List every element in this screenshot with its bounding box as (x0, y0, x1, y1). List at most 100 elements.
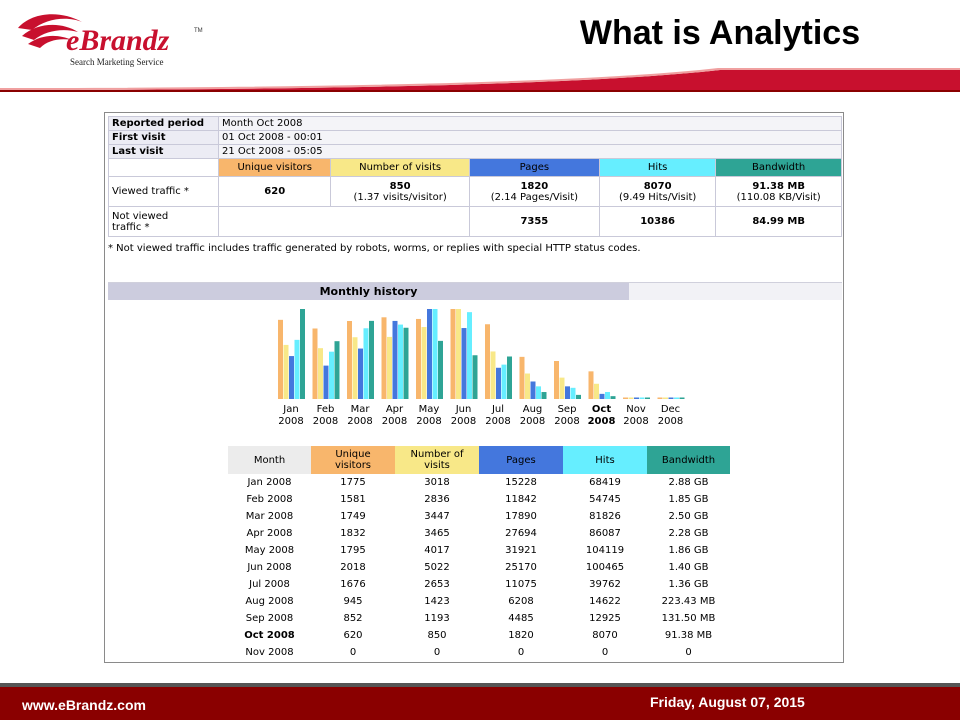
logo-subtitle: Search Marketing Service (70, 57, 163, 67)
cell-unique: 852 (343, 613, 363, 624)
bar-hits-11 (674, 397, 679, 399)
x-tick-label: 2008 (485, 416, 510, 427)
cell-hits: 100465 (585, 562, 625, 573)
cell-pages: 27694 (505, 528, 537, 539)
bar-visits-5 (456, 309, 461, 399)
cell-hits: 68419 (589, 477, 621, 488)
cell-hits: 104119 (585, 545, 625, 556)
bar-bandwidth_gb-9 (610, 396, 616, 399)
x-tick-label: Sep (558, 404, 577, 415)
cell-pages: 6208 (508, 596, 534, 607)
mh-col-month: Month (228, 446, 311, 474)
bar-unique-8 (554, 361, 559, 399)
table-row: Jul 2008 1676 2653 11075 39762 1.36 GB (228, 576, 730, 593)
not-viewed-empty (218, 206, 470, 237)
cell-month: Apr 2008 (246, 528, 293, 539)
bar-hits-9 (605, 392, 610, 399)
bar-hits-4 (432, 309, 438, 399)
bar-visits-8 (559, 377, 565, 399)
bar-unique-11 (657, 397, 663, 399)
cell-month: Oct 2008 (244, 630, 295, 641)
bar-bandwidth_gb-11 (679, 397, 685, 399)
table-row: Aug 2008 945 1423 6208 14622 223.43 MB (228, 593, 730, 610)
col-unique-visitors: Unique visitors (217, 158, 332, 177)
bar-bandwidth_gb-6 (507, 356, 512, 399)
cell-pages: 25170 (505, 562, 537, 573)
x-tick-label: May (419, 404, 440, 415)
cell-month: Feb 2008 (246, 494, 293, 505)
x-tick-label: 2008 (520, 416, 545, 427)
summary-corner (108, 158, 219, 177)
last-visit-label: Last visit (108, 144, 219, 159)
bar-hits-5 (467, 312, 472, 399)
bar-bandwidth_gb-2 (369, 320, 374, 399)
cell-pages: 11075 (505, 579, 537, 590)
x-tick-label: Jul (491, 404, 504, 415)
cell-unique: 1676 (340, 579, 366, 590)
bar-unique-6 (485, 324, 490, 399)
cell-bandwidth: 0 (685, 647, 692, 658)
cell-bandwidth: 91.38 MB (664, 630, 713, 641)
page-title: What is Analytics (579, 14, 861, 52)
x-tick-label: 2008 (313, 416, 338, 427)
table-row: Sep 2008 852 1193 4485 12925 131.50 MB (228, 610, 730, 627)
cell-bandwidth: 2.50 GB (668, 511, 709, 522)
cell-visits: 4017 (424, 545, 450, 556)
cell-visits: 1423 (424, 596, 450, 607)
bar-hits-0 (294, 339, 300, 399)
not-viewed-bandwidth: 84.99 MB (715, 206, 842, 237)
monthly-history-table: Month Unique visitors Number of visits Pag… (228, 446, 730, 661)
cell-hits: 81826 (589, 511, 621, 522)
bar-visits-7 (525, 373, 530, 399)
table-row: Jan 2008 1775 3018 15228 68419 2.88 GB (228, 474, 730, 491)
cell-month: Jan 2008 (247, 477, 292, 488)
viewed-visits: 850 (1.37 visits/visitor) (330, 176, 470, 207)
bar-pages-4 (427, 309, 432, 399)
footer-url[interactable]: www.eBrandz.com (22, 697, 146, 713)
mh-col-hits: Hits (563, 446, 647, 474)
logo-graphic: eBrandz TM Search Marketing Service (18, 14, 203, 67)
bar-pages-7 (530, 381, 536, 399)
cell-pages: 1820 (508, 630, 534, 641)
table-row: Apr 2008 1832 3465 27694 86087 2.28 GB (228, 525, 730, 542)
cell-hits: 0 (601, 647, 609, 658)
x-tick-label: 2008 (347, 416, 372, 427)
bar-visits-4 (421, 327, 427, 399)
bar-bandwidth_gb-3 (403, 327, 409, 399)
monthly-history-bar: Monthly history (108, 282, 842, 300)
cell-hits: 39762 (589, 579, 621, 590)
cell-pages: 4485 (508, 613, 534, 624)
ebrandz-logo: eBrandz TM Search Marketing Service (12, 8, 242, 72)
bar-unique-7 (519, 356, 525, 399)
cell-visits: 3465 (424, 528, 450, 539)
cell-bandwidth: 2.88 GB (668, 477, 709, 488)
cell-visits: 2836 (424, 494, 450, 505)
x-tick-label: Feb (317, 404, 335, 415)
bar-pages-3 (392, 320, 398, 399)
bar-hits-7 (536, 386, 541, 399)
x-tick-label: 2008 (278, 416, 303, 427)
bar-unique-3 (381, 317, 387, 399)
x-tick-label: 2008 (588, 416, 616, 427)
cell-hits: 8070 (592, 630, 618, 641)
x-tick-label: 2008 (416, 416, 441, 427)
bar-bandwidth_gb-1 (334, 341, 340, 399)
mh-col-bandwidth: Bandwidth (647, 446, 730, 474)
bar-bandwidth_gb-7 (541, 392, 547, 399)
x-tick-label: Mar (351, 404, 371, 415)
cell-unique: 1832 (340, 528, 366, 539)
cell-unique: 620 (343, 630, 363, 641)
x-tick-label: Nov (626, 404, 646, 415)
viewed-unique: 620 (217, 176, 332, 207)
cell-bandwidth: 131.50 MB (661, 613, 716, 624)
cell-visits: 850 (427, 630, 447, 641)
logo-wordmark: eBrandz (66, 24, 170, 57)
last-visit-value: 21 Oct 2008 - 05:05 (218, 144, 842, 159)
cell-pages: 0 (517, 647, 525, 658)
cell-unique: 2018 (340, 562, 366, 573)
cell-pages: 11842 (505, 494, 537, 505)
table-row: Oct 2008 620 850 1820 8070 91.38 MB (228, 627, 730, 644)
cell-hits: 86087 (589, 528, 621, 539)
viewed-pages: 1820 (2.14 Pages/Visit) (468, 176, 600, 207)
bar-bandwidth_gb-5 (472, 355, 478, 399)
